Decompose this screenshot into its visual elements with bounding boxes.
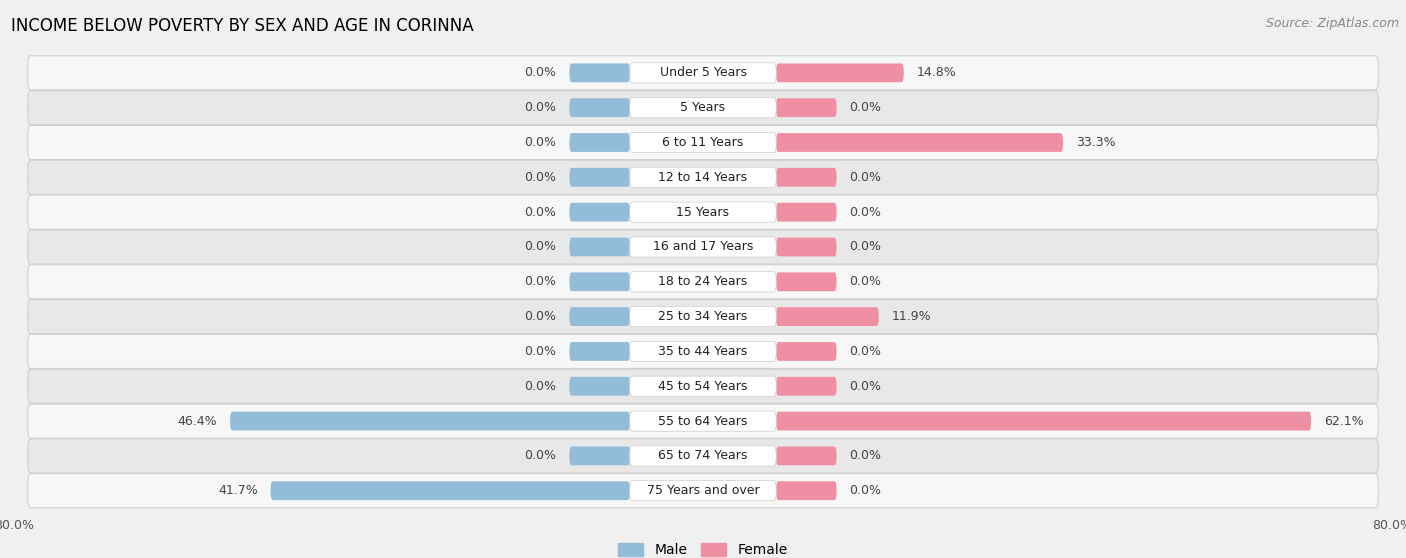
Text: 65 to 74 Years: 65 to 74 Years: [658, 449, 748, 463]
FancyBboxPatch shape: [569, 377, 630, 396]
Text: 35 to 44 Years: 35 to 44 Years: [658, 345, 748, 358]
Text: 0.0%: 0.0%: [849, 240, 882, 253]
FancyBboxPatch shape: [569, 272, 630, 291]
FancyBboxPatch shape: [776, 446, 837, 465]
FancyBboxPatch shape: [28, 334, 1378, 368]
FancyBboxPatch shape: [630, 480, 776, 501]
FancyBboxPatch shape: [630, 132, 776, 152]
FancyBboxPatch shape: [630, 341, 776, 362]
Text: 11.9%: 11.9%: [891, 310, 931, 323]
Legend: Male, Female: Male, Female: [619, 543, 787, 557]
Text: 15 Years: 15 Years: [676, 206, 730, 219]
FancyBboxPatch shape: [28, 90, 1378, 125]
FancyBboxPatch shape: [776, 133, 1063, 152]
FancyBboxPatch shape: [569, 238, 630, 256]
FancyBboxPatch shape: [630, 62, 776, 83]
FancyBboxPatch shape: [569, 168, 630, 187]
Text: 0.0%: 0.0%: [849, 380, 882, 393]
Text: 0.0%: 0.0%: [849, 275, 882, 288]
FancyBboxPatch shape: [776, 238, 837, 256]
Text: 12 to 14 Years: 12 to 14 Years: [658, 171, 748, 184]
FancyBboxPatch shape: [28, 369, 1378, 403]
Text: 0.0%: 0.0%: [849, 171, 882, 184]
FancyBboxPatch shape: [28, 264, 1378, 299]
Text: 0.0%: 0.0%: [524, 345, 557, 358]
FancyBboxPatch shape: [630, 376, 776, 396]
Text: 18 to 24 Years: 18 to 24 Years: [658, 275, 748, 288]
Text: 25 to 34 Years: 25 to 34 Years: [658, 310, 748, 323]
FancyBboxPatch shape: [776, 342, 837, 361]
FancyBboxPatch shape: [776, 168, 837, 187]
Text: 0.0%: 0.0%: [524, 310, 557, 323]
FancyBboxPatch shape: [776, 377, 837, 396]
FancyBboxPatch shape: [28, 160, 1378, 194]
Text: Under 5 Years: Under 5 Years: [659, 66, 747, 79]
Text: Source: ZipAtlas.com: Source: ZipAtlas.com: [1265, 17, 1399, 30]
Text: 16 and 17 Years: 16 and 17 Years: [652, 240, 754, 253]
Text: 0.0%: 0.0%: [524, 449, 557, 463]
FancyBboxPatch shape: [569, 446, 630, 465]
FancyBboxPatch shape: [776, 482, 837, 500]
Text: INCOME BELOW POVERTY BY SEX AND AGE IN CORINNA: INCOME BELOW POVERTY BY SEX AND AGE IN C…: [11, 17, 474, 35]
FancyBboxPatch shape: [28, 230, 1378, 264]
Text: 33.3%: 33.3%: [1076, 136, 1115, 149]
Text: 14.8%: 14.8%: [917, 66, 956, 79]
FancyBboxPatch shape: [28, 404, 1378, 438]
FancyBboxPatch shape: [630, 306, 776, 327]
FancyBboxPatch shape: [776, 272, 837, 291]
Text: 0.0%: 0.0%: [849, 101, 882, 114]
Text: 0.0%: 0.0%: [524, 171, 557, 184]
FancyBboxPatch shape: [630, 411, 776, 431]
FancyBboxPatch shape: [28, 300, 1378, 334]
FancyBboxPatch shape: [776, 412, 1310, 430]
FancyBboxPatch shape: [630, 446, 776, 466]
Text: 0.0%: 0.0%: [524, 380, 557, 393]
Text: 45 to 54 Years: 45 to 54 Years: [658, 380, 748, 393]
Text: 62.1%: 62.1%: [1324, 415, 1364, 427]
FancyBboxPatch shape: [28, 126, 1378, 160]
FancyBboxPatch shape: [28, 195, 1378, 229]
Text: 75 Years and over: 75 Years and over: [647, 484, 759, 497]
FancyBboxPatch shape: [569, 64, 630, 82]
FancyBboxPatch shape: [630, 202, 776, 222]
FancyBboxPatch shape: [776, 203, 837, 222]
FancyBboxPatch shape: [270, 482, 630, 500]
FancyBboxPatch shape: [776, 307, 879, 326]
FancyBboxPatch shape: [569, 307, 630, 326]
Text: 0.0%: 0.0%: [524, 206, 557, 219]
FancyBboxPatch shape: [630, 167, 776, 187]
Text: 0.0%: 0.0%: [524, 101, 557, 114]
FancyBboxPatch shape: [28, 439, 1378, 473]
FancyBboxPatch shape: [776, 98, 837, 117]
FancyBboxPatch shape: [28, 474, 1378, 508]
FancyBboxPatch shape: [569, 203, 630, 222]
Text: 0.0%: 0.0%: [849, 484, 882, 497]
Text: 0.0%: 0.0%: [849, 449, 882, 463]
Text: 5 Years: 5 Years: [681, 101, 725, 114]
Text: 0.0%: 0.0%: [524, 240, 557, 253]
Text: 0.0%: 0.0%: [524, 136, 557, 149]
FancyBboxPatch shape: [630, 237, 776, 257]
Text: 46.4%: 46.4%: [177, 415, 218, 427]
Text: 41.7%: 41.7%: [218, 484, 257, 497]
Text: 0.0%: 0.0%: [849, 345, 882, 358]
FancyBboxPatch shape: [231, 412, 630, 430]
Text: 55 to 64 Years: 55 to 64 Years: [658, 415, 748, 427]
Text: 0.0%: 0.0%: [524, 275, 557, 288]
Text: 6 to 11 Years: 6 to 11 Years: [662, 136, 744, 149]
Text: 0.0%: 0.0%: [849, 206, 882, 219]
FancyBboxPatch shape: [569, 98, 630, 117]
FancyBboxPatch shape: [776, 64, 904, 82]
FancyBboxPatch shape: [28, 56, 1378, 90]
FancyBboxPatch shape: [630, 98, 776, 118]
FancyBboxPatch shape: [569, 342, 630, 361]
FancyBboxPatch shape: [569, 133, 630, 152]
Text: 0.0%: 0.0%: [524, 66, 557, 79]
FancyBboxPatch shape: [630, 272, 776, 292]
